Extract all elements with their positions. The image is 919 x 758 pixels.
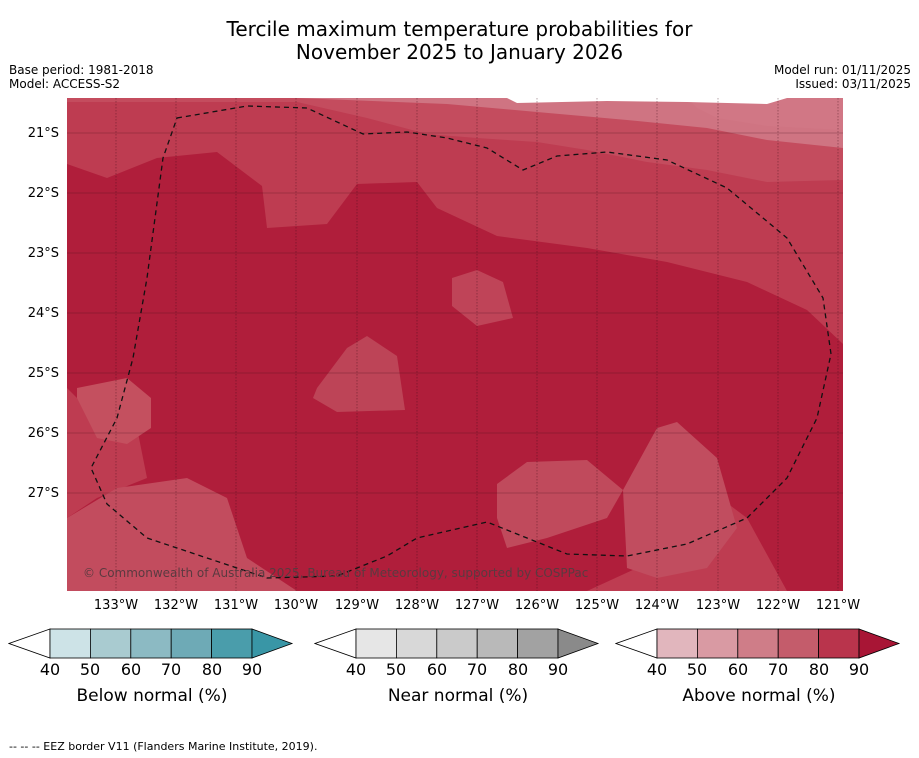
colorbar xyxy=(8,628,294,659)
below-tick-50: 50 xyxy=(79,660,101,679)
above-tick-80: 80 xyxy=(808,660,830,679)
patch-west xyxy=(77,378,151,444)
above-tick-90: 90 xyxy=(848,660,870,679)
graticule xyxy=(115,98,839,591)
colorbar-extend-low xyxy=(314,628,357,659)
lon-label-125: 125°W xyxy=(574,598,620,613)
eez-border xyxy=(90,105,832,579)
below-tick-80: 80 xyxy=(201,660,223,679)
patch-center xyxy=(313,336,405,412)
colorbar-segment xyxy=(697,628,739,659)
lon-label-121: 121°W xyxy=(815,598,861,613)
colorbar xyxy=(615,628,901,659)
patch-southwest xyxy=(67,478,297,591)
colorbar-extend-high xyxy=(251,628,294,659)
colorbar-extend-low xyxy=(8,628,51,659)
above-tick-40: 40 xyxy=(646,660,668,679)
meta-right: Model run: 01/11/2025 Issued: 03/11/2025 xyxy=(774,63,911,91)
colorbar-segment xyxy=(777,628,819,659)
colorbar-segment xyxy=(355,628,397,659)
colorbar-extend-low xyxy=(615,628,658,659)
graticule-lat xyxy=(67,132,843,494)
near-tick-60: 60 xyxy=(426,660,448,679)
colorbar-segment xyxy=(90,628,132,659)
legend-below-normal xyxy=(8,628,294,659)
lat-label-23: 23°S xyxy=(27,246,59,261)
colorbar-segment xyxy=(818,628,860,659)
legend-title-below: Below normal (%) xyxy=(76,686,228,706)
lon-label-132: 132°W xyxy=(153,598,199,613)
no-data-gap xyxy=(507,98,787,104)
near-tick-90: 90 xyxy=(547,660,569,679)
legend-near-normal xyxy=(314,628,600,659)
lat-label-26: 26°S xyxy=(27,426,59,441)
colorbar-segment xyxy=(476,628,518,659)
colorbar-extend-high xyxy=(858,628,901,659)
lon-label-123: 123°W xyxy=(695,598,741,613)
lat-label-22: 22°S xyxy=(27,186,59,201)
below-tick-40: 40 xyxy=(39,660,61,679)
colorbar-segment xyxy=(517,628,559,659)
title-line-2: November 2025 to January 2026 xyxy=(295,40,624,64)
colorbar-segment xyxy=(656,628,698,659)
above-tick-70: 70 xyxy=(767,660,789,679)
colorbar-extend-high xyxy=(557,628,600,659)
band-60-70 xyxy=(67,98,843,182)
near-tick-80: 80 xyxy=(507,660,529,679)
lon-label-130: 130°W xyxy=(273,598,319,613)
title-line-1: Tercile maximum temperature probabilitie… xyxy=(226,17,693,41)
legend-title-above: Above normal (%) xyxy=(682,686,836,706)
legend-above-normal xyxy=(615,628,901,659)
map-title: Tercile maximum temperature probabilitie… xyxy=(0,18,919,64)
above-tick-50: 50 xyxy=(686,660,708,679)
colorbar xyxy=(314,628,600,659)
model-run: Model run: 01/11/2025 xyxy=(773,63,911,77)
lat-label-21: 21°S xyxy=(27,126,59,141)
map-copyright: © Commonwealth of Australia 2025, Bureau… xyxy=(83,566,588,580)
probability-map: © Commonwealth of Australia 2025, Bureau… xyxy=(67,98,843,591)
colorbar-segment xyxy=(130,628,172,659)
lon-label-122: 122°W xyxy=(755,598,801,613)
colorbar-segment xyxy=(396,628,438,659)
colorbar-segment xyxy=(170,628,212,659)
lat-label-24: 24°S xyxy=(27,306,59,321)
base-period: Base period: 1981-2018 xyxy=(9,63,154,77)
lat-label-27: 27°S xyxy=(27,486,59,501)
near-tick-50: 50 xyxy=(385,660,407,679)
near-tick-70: 70 xyxy=(466,660,488,679)
meta-left: Base period: 1981-2018 Model: ACCESS-S2 xyxy=(9,63,154,91)
below-tick-90: 90 xyxy=(241,660,263,679)
patch-southeast xyxy=(623,422,737,578)
lat-label-25: 25°S xyxy=(27,366,59,381)
lon-label-124: 124°W xyxy=(634,598,680,613)
colorbar-segment xyxy=(211,628,253,659)
patch-south-central xyxy=(497,460,623,548)
colorbar-segment xyxy=(737,628,779,659)
legend-title-near: Near normal (%) xyxy=(387,686,529,706)
lon-label-127: 127°W xyxy=(454,598,500,613)
eez-footnote: -- -- -- EEZ border V11 (Flanders Marine… xyxy=(9,740,318,753)
lon-label-131: 131°W xyxy=(213,598,259,613)
lon-label-129: 129°W xyxy=(334,598,380,613)
colorbar-segment xyxy=(436,628,478,659)
below-tick-70: 70 xyxy=(160,660,182,679)
lon-label-128: 128°W xyxy=(394,598,440,613)
patch-north xyxy=(452,270,513,326)
near-tick-40: 40 xyxy=(345,660,367,679)
below-tick-60: 60 xyxy=(120,660,142,679)
colorbar-segment xyxy=(49,628,91,659)
issued-date: Issued: 03/11/2025 xyxy=(795,77,911,91)
lon-label-133: 133°W xyxy=(93,598,139,613)
model-name: Model: ACCESS-S2 xyxy=(9,77,121,91)
lon-label-126: 126°W xyxy=(514,598,560,613)
above-tick-60: 60 xyxy=(727,660,749,679)
